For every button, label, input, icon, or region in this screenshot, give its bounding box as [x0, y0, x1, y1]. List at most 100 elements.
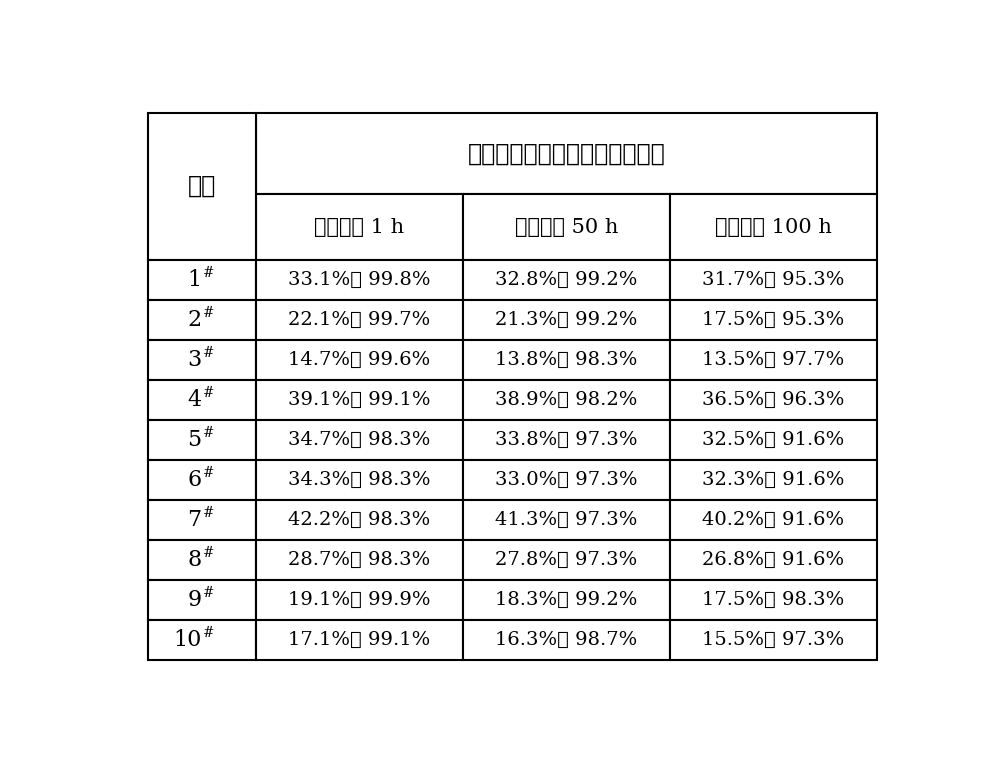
Text: 17.5%， 95.3%: 17.5%， 95.3%: [702, 311, 844, 329]
Bar: [256, 113, 877, 194]
Bar: [463, 194, 670, 260]
Text: 38.9%， 98.2%: 38.9%， 98.2%: [495, 391, 638, 409]
Bar: [463, 300, 670, 340]
Text: 33.8%， 97.3%: 33.8%， 97.3%: [495, 431, 638, 449]
Text: #: #: [203, 266, 214, 280]
Text: 7: 7: [187, 509, 201, 531]
Text: 17.5%， 98.3%: 17.5%， 98.3%: [702, 591, 844, 609]
Text: #: #: [203, 426, 214, 439]
Bar: [148, 620, 256, 660]
Bar: [256, 300, 463, 340]
Bar: [670, 580, 877, 620]
Bar: [148, 540, 256, 580]
Text: 9: 9: [187, 589, 201, 611]
Bar: [670, 500, 877, 540]
Bar: [463, 460, 670, 500]
Text: 反应时间 1 h: 反应时间 1 h: [314, 218, 405, 237]
Bar: [256, 260, 463, 300]
Text: 21.3%， 99.2%: 21.3%， 99.2%: [495, 311, 638, 329]
Text: 22.1%， 99.7%: 22.1%， 99.7%: [288, 311, 431, 329]
Text: 28.7%， 98.3%: 28.7%， 98.3%: [288, 551, 431, 569]
Bar: [256, 420, 463, 460]
Bar: [148, 260, 256, 300]
Text: 42.2%， 98.3%: 42.2%， 98.3%: [288, 511, 431, 529]
Bar: [463, 340, 670, 380]
Text: 样品: 样品: [188, 175, 216, 198]
Text: #: #: [203, 626, 214, 640]
Text: 1: 1: [187, 269, 201, 291]
Text: 27.8%， 97.3%: 27.8%， 97.3%: [495, 551, 638, 569]
Text: 32.5%， 91.6%: 32.5%， 91.6%: [702, 431, 844, 449]
Text: 32.8%， 99.2%: 32.8%， 99.2%: [495, 271, 638, 289]
Text: 34.3%， 98.3%: 34.3%， 98.3%: [288, 471, 431, 489]
Text: 3: 3: [187, 349, 201, 371]
Bar: [670, 620, 877, 660]
Text: 4: 4: [187, 389, 201, 411]
Bar: [670, 194, 877, 260]
Bar: [463, 420, 670, 460]
Bar: [256, 194, 463, 260]
Bar: [256, 500, 463, 540]
Text: 15.5%， 97.3%: 15.5%， 97.3%: [702, 631, 844, 649]
Text: 18.3%， 99.2%: 18.3%， 99.2%: [495, 591, 638, 609]
Text: 41.3%， 97.3%: 41.3%， 97.3%: [495, 511, 638, 529]
Bar: [148, 500, 256, 540]
Bar: [670, 380, 877, 420]
Text: 32.3%， 91.6%: 32.3%， 91.6%: [702, 471, 844, 489]
Bar: [148, 420, 256, 460]
Text: 反应时间 50 h: 反应时间 50 h: [515, 218, 618, 237]
Bar: [463, 540, 670, 580]
Bar: [256, 540, 463, 580]
Bar: [670, 340, 877, 380]
Bar: [256, 340, 463, 380]
Text: 34.7%， 98.3%: 34.7%， 98.3%: [288, 431, 431, 449]
Text: 16.3%， 98.7%: 16.3%， 98.7%: [495, 631, 638, 649]
Bar: [463, 580, 670, 620]
Text: 10: 10: [173, 629, 201, 651]
Text: 33.1%， 99.8%: 33.1%， 99.8%: [288, 271, 431, 289]
Bar: [463, 260, 670, 300]
Bar: [256, 380, 463, 420]
Bar: [670, 540, 877, 580]
Bar: [670, 420, 877, 460]
Text: 反应时间 100 h: 反应时间 100 h: [715, 218, 832, 237]
Bar: [148, 340, 256, 380]
Text: #: #: [203, 306, 214, 320]
Bar: [148, 300, 256, 340]
Bar: [256, 460, 463, 500]
Text: 17.1%， 99.1%: 17.1%， 99.1%: [288, 631, 431, 649]
Text: 14.7%， 99.6%: 14.7%， 99.6%: [288, 351, 431, 369]
Text: #: #: [203, 346, 214, 360]
Bar: [148, 580, 256, 620]
Text: #: #: [203, 386, 214, 400]
Text: 39.1%， 99.1%: 39.1%， 99.1%: [288, 391, 431, 409]
Text: 2: 2: [187, 309, 201, 331]
Text: 19.1%， 99.9%: 19.1%， 99.9%: [288, 591, 431, 609]
Bar: [463, 380, 670, 420]
Bar: [256, 620, 463, 660]
Bar: [148, 380, 256, 420]
Bar: [463, 620, 670, 660]
Text: 31.7%， 95.3%: 31.7%， 95.3%: [702, 271, 844, 289]
Bar: [670, 460, 877, 500]
Text: 二甲醚转化率，乙酸甲酯选择性: 二甲醚转化率，乙酸甲酯选择性: [468, 143, 665, 165]
Text: 6: 6: [187, 469, 201, 491]
Text: 40.2%， 91.6%: 40.2%， 91.6%: [702, 511, 844, 529]
Text: #: #: [203, 546, 214, 560]
Bar: [148, 460, 256, 500]
Text: #: #: [203, 505, 214, 520]
Text: #: #: [203, 466, 214, 480]
Bar: [256, 580, 463, 620]
Text: 26.8%， 91.6%: 26.8%， 91.6%: [702, 551, 844, 569]
Text: 5: 5: [187, 429, 201, 451]
Text: 33.0%， 97.3%: 33.0%， 97.3%: [495, 471, 638, 489]
Bar: [670, 260, 877, 300]
Text: #: #: [203, 586, 214, 600]
Bar: [670, 300, 877, 340]
Text: 13.5%， 97.7%: 13.5%， 97.7%: [702, 351, 844, 369]
Text: 36.5%， 96.3%: 36.5%， 96.3%: [702, 391, 844, 409]
Bar: [148, 113, 256, 260]
Bar: [463, 500, 670, 540]
Text: 8: 8: [187, 549, 201, 571]
Text: 13.8%， 98.3%: 13.8%， 98.3%: [495, 351, 638, 369]
